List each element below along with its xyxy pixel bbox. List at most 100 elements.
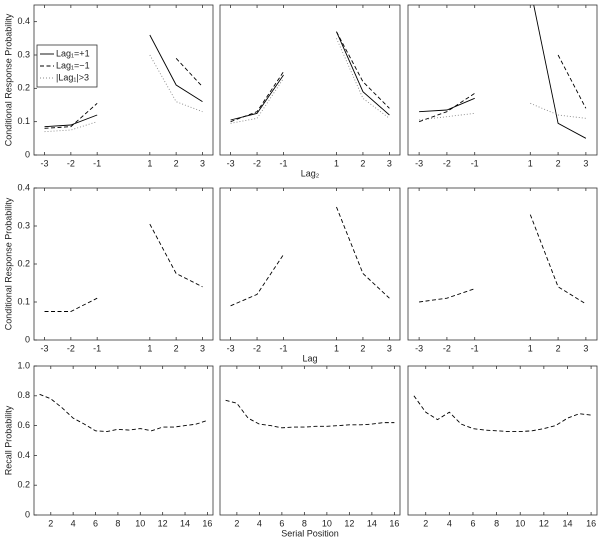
plot-frame [407,187,598,341]
legend-label: Lag₁=+1 [56,48,90,58]
x-tick-label: 1 [334,158,339,168]
x-tick-label: 6 [279,518,284,528]
x-tick-label: 10 [135,518,145,528]
y-axis-label: Conditional Response Probability [3,197,13,330]
series-line [230,31,390,123]
x-tick-label: 10 [322,518,332,528]
series-line [419,214,587,305]
x-tick-label: 14 [367,518,377,528]
y-tick-label: 0.4 [17,16,30,26]
plot-frame [33,187,214,341]
x-tick-label: 2 [360,158,365,168]
y-tick-label: 0.3 [17,220,30,230]
x-tick-label: -2 [253,343,261,353]
x-tick-label: 2 [48,518,53,528]
x-tick-label: 4 [71,518,76,528]
x-tick-label: 8 [302,518,307,528]
y-tick-label: 0 [25,149,30,159]
x-tick-label: 16 [586,518,596,528]
x-tick-label: -2 [67,158,75,168]
x-tick-label: -2 [443,343,451,353]
series-line [230,38,390,124]
y-axis-label: Recall Probability [3,405,13,475]
plot-frame [219,187,401,341]
y-axis-label: Conditional Response Probability [3,13,13,146]
x-tick-label: -1 [280,343,288,353]
y-tick-label: 0.3 [17,49,30,59]
y-tick-label: 0.4 [17,182,30,192]
x-tick-label: -3 [227,158,235,168]
x-tick-label: 2 [556,158,561,168]
series-line [44,223,203,312]
x-tick-label: 3 [200,158,205,168]
x-tick-label: 12 [539,518,549,528]
series-line [230,31,390,121]
x-tick-label: -3 [415,343,423,353]
x-tick-label: 16 [389,518,399,528]
x-tick-label: 2 [556,343,561,353]
x-tick-label: 8 [494,518,499,528]
x-tick-label: 10 [515,518,525,528]
x-tick-label: 3 [387,158,392,168]
legend-label: Lag₁=−1 [56,60,90,70]
x-tick-label: -1 [280,158,288,168]
x-tick-label: 1 [147,343,152,353]
x-tick-label: 6 [470,518,475,528]
x-tick-label: 1 [334,343,339,353]
series-line [225,399,395,429]
x-tick-label: -2 [443,158,451,168]
plot-frame [219,365,401,516]
x-tick-label: 3 [387,343,392,353]
plot-frame [407,365,598,516]
x-tick-label: 14 [180,518,190,528]
x-tick-label: 14 [562,518,572,528]
x-tick-label: 1 [147,158,152,168]
x-tick-label: -1 [93,343,101,353]
x-tick-label: 4 [257,518,262,528]
x-tick-label: 2 [360,343,365,353]
y-tick-label: 0 [25,509,30,519]
legend-label: |Lag₁|>3 [56,72,89,82]
x-tick-label: -3 [41,158,49,168]
y-tick-label: 0.6 [17,420,30,430]
x-tick-label: 2 [174,158,179,168]
x-tick-label: 1 [528,158,533,168]
x-tick-label: 16 [202,518,212,528]
x-tick-label: 1 [528,343,533,353]
x-axis-label: Lag [302,353,317,363]
y-tick-label: 0.2 [17,258,30,268]
y-tick-label: 0.1 [17,296,30,306]
y-tick-label: 1.0 [17,360,30,370]
x-tick-label: 2 [423,518,428,528]
series-line [44,34,203,128]
x-tick-label: -2 [253,158,261,168]
y-tick-label: 0.2 [17,480,30,490]
y-tick-label: 0.4 [17,450,30,460]
x-tick-label: -1 [471,158,479,168]
series-line [44,58,203,129]
series-line [418,54,587,123]
plot-frame [219,4,401,156]
x-tick-label: 4 [447,518,452,528]
x-tick-label: -3 [415,158,423,168]
series-line [44,54,203,133]
x-tick-label: 12 [344,518,354,528]
plot-frame [33,365,214,516]
series-line [230,206,390,307]
y-tick-label: 0.1 [17,116,30,126]
plot-frame [33,4,214,156]
x-tick-label: 2 [234,518,239,528]
x-tick-label: -3 [41,343,49,353]
plot-frame [407,4,598,156]
x-tick-label: 8 [115,518,120,528]
x-tick-label: 3 [583,158,588,168]
y-tick-label: 0 [25,334,30,344]
x-axis-label: Lag₂ [301,168,320,178]
y-tick-label: 0.8 [17,390,30,400]
series-line [419,5,587,139]
series-line [413,395,592,433]
series-line [419,102,586,121]
x-axis-label: Serial Position [281,528,339,537]
x-tick-label: -3 [227,343,235,353]
